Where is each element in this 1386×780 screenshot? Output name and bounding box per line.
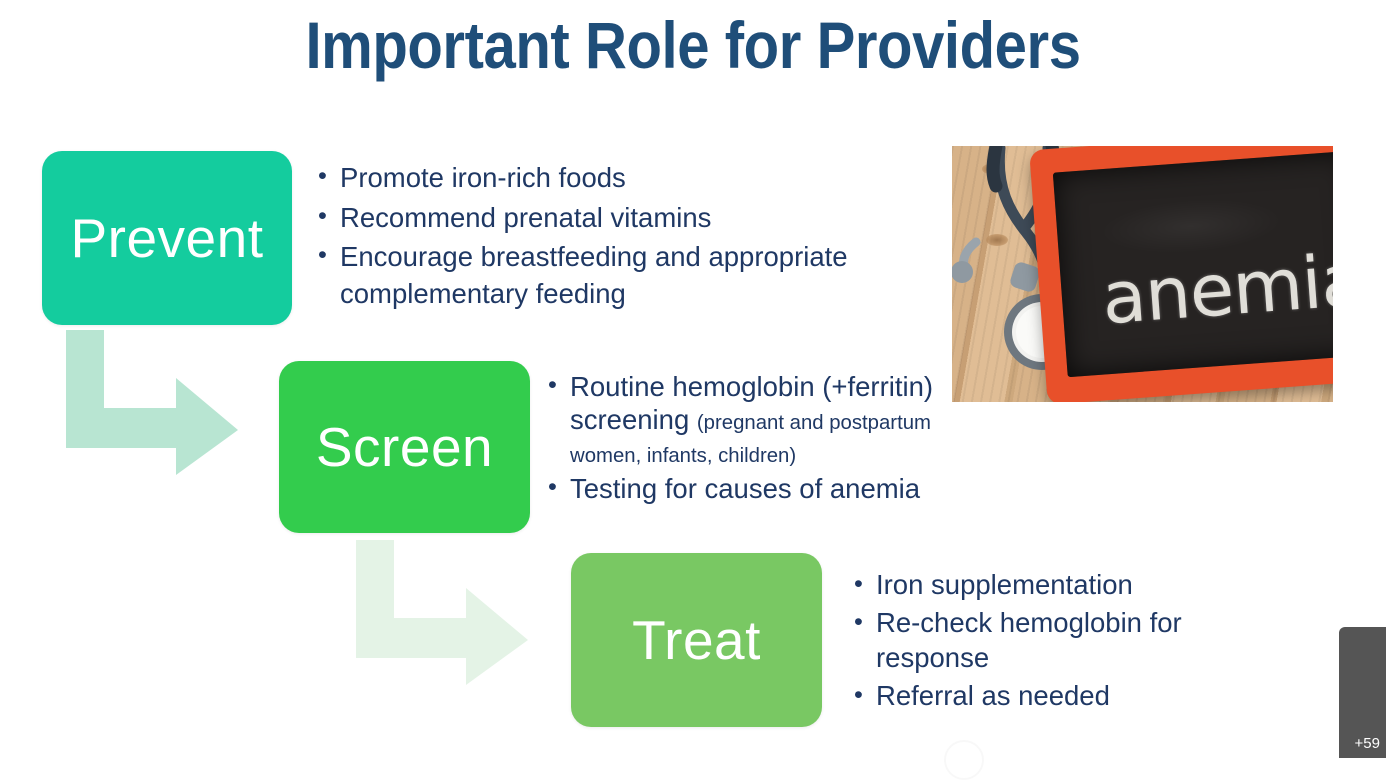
- chalkboard: anemia: [1029, 146, 1333, 402]
- list-item: Referral as needed: [852, 679, 1282, 714]
- bullet-text: Encourage breastfeeding and appropriate …: [340, 241, 848, 309]
- slide-canvas: Important Role for Providers Prevent Pro…: [0, 0, 1386, 758]
- list-item: Encourage breastfeeding and appropriate …: [316, 239, 936, 312]
- stage-box-screen: Screen: [279, 361, 530, 533]
- elbow-arrow-prevent-to-screen: [66, 330, 246, 475]
- anemia-chalkboard-photo: anemia: [952, 146, 1333, 402]
- bullet-text: Testing for causes of anemia: [570, 473, 921, 504]
- list-item: Routine hemoglobin (+ferritin) screening…: [546, 370, 966, 469]
- bullet-text: Routine hemoglobin (+ferritin) screening: [570, 371, 934, 435]
- bullet-text: Recommend prenatal vitamins: [340, 201, 712, 233]
- bullet-text: Re-check hemoglobin for response: [876, 606, 1182, 673]
- participant-overlay-panel[interactable]: +59: [1339, 627, 1386, 758]
- stage-box-prevent: Prevent: [42, 151, 292, 325]
- bullet-text: Referral as needed: [876, 679, 1110, 711]
- participant-count-badge: +59: [1354, 735, 1380, 752]
- page-title: Important Role for Providers: [305, 8, 1081, 82]
- elbow-arrow-screen-to-treat: [356, 540, 536, 685]
- list-item: Re-check hemoglobin for response: [852, 606, 1282, 676]
- list-item: Testing for causes of anemia: [546, 472, 966, 505]
- wood-knot: [986, 234, 1008, 246]
- bullet-list-prevent: Promote iron-rich foods Recommend prenat…: [316, 160, 936, 315]
- bullet-list-screen: Routine hemoglobin (+ferritin) screening…: [546, 370, 966, 508]
- chalkboard-surface: anemia: [1052, 150, 1333, 378]
- stage-label-screen: Screen: [315, 416, 494, 478]
- bullet-text: Iron supplementation: [876, 569, 1133, 600]
- bullet-text: Promote iron-rich foods: [340, 162, 626, 193]
- stage-box-treat: Treat: [571, 553, 822, 727]
- stage-label-prevent: Prevent: [70, 207, 264, 269]
- bullet-list-treat: Iron supplementation Re-check hemoglobin…: [852, 568, 1282, 717]
- bullet-note: (pregnant and postpartum women, infants,…: [570, 412, 931, 467]
- list-item: Iron supplementation: [852, 568, 1282, 603]
- toolbar-hover-control[interactable]: [944, 740, 984, 780]
- list-item: Promote iron-rich foods: [316, 160, 936, 197]
- list-item: Recommend prenatal vitamins: [316, 200, 936, 237]
- stage-label-treat: Treat: [632, 609, 761, 671]
